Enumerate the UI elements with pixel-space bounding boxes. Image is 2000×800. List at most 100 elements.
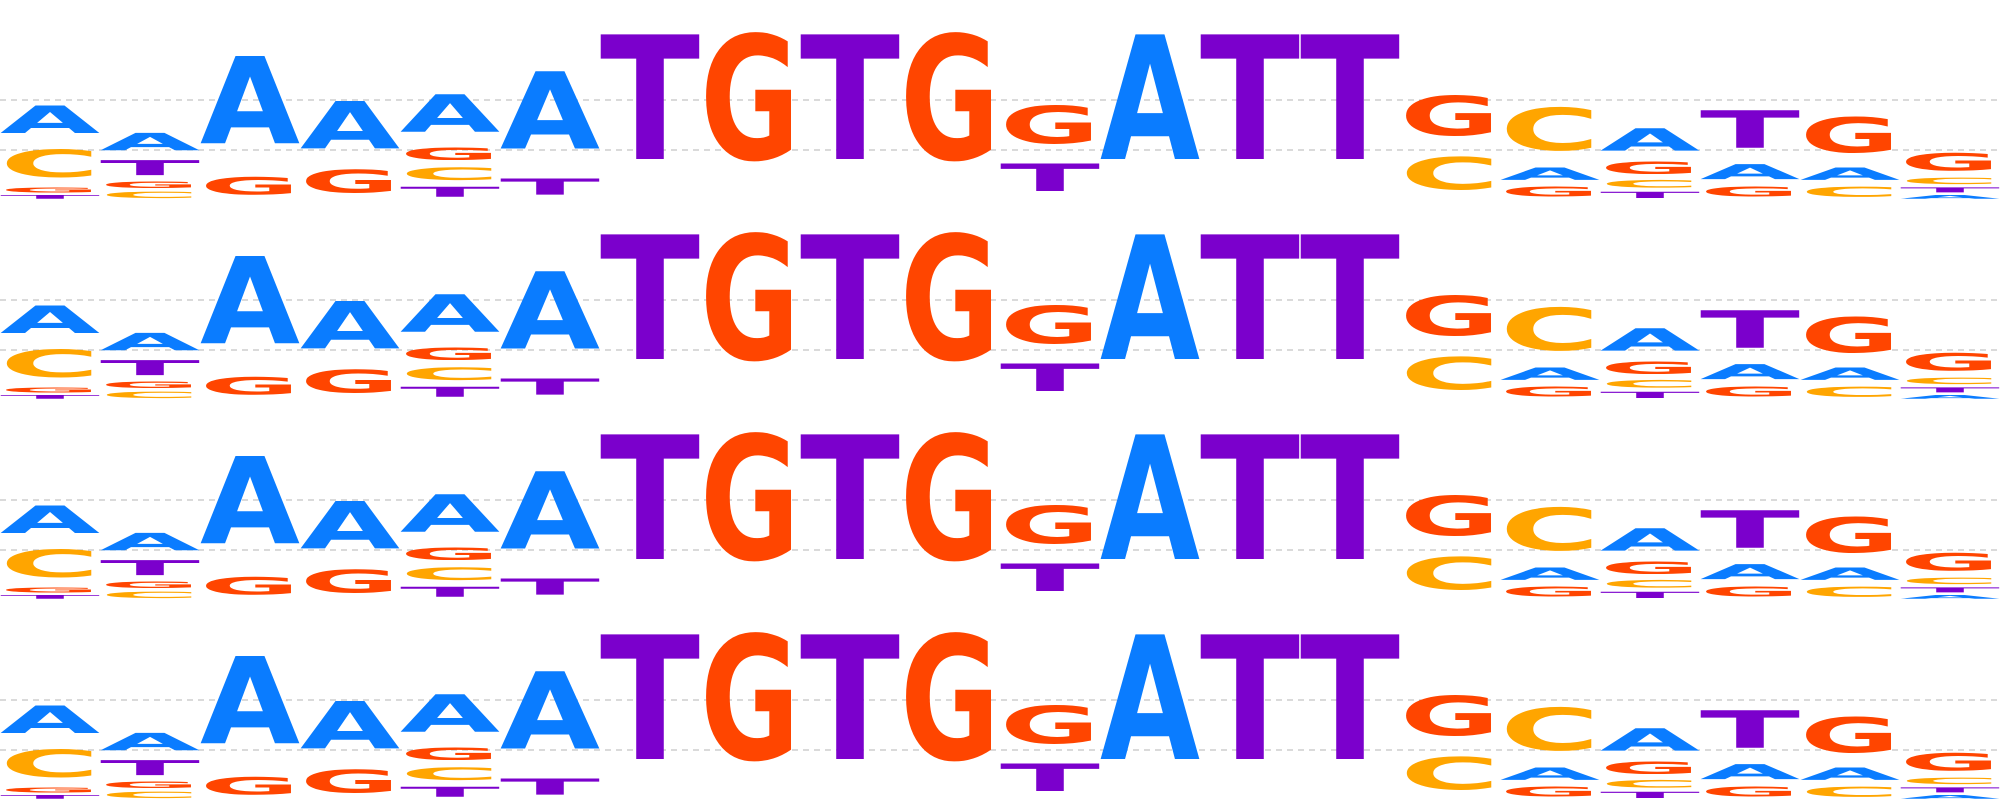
letter-g-pos-5: G	[400, 344, 500, 364]
letter-c-pos-5: C	[400, 364, 500, 384]
letter-t-pos-6: T	[500, 574, 600, 600]
letter-t-pos-2: T	[100, 756, 200, 780]
letter-g-pos-1: G	[0, 786, 100, 794]
letter-a-pos-16: A	[1500, 364, 1600, 384]
letter-g-pos-11: G	[1000, 697, 1100, 757]
letter-c-pos-17: C	[1600, 778, 1700, 790]
letter-a-pos-4: A	[300, 89, 400, 165]
letter-a-pos-16: A	[1500, 764, 1600, 784]
letter-g-pos-11: G	[1000, 97, 1100, 157]
letter-c-pos-15: C	[1400, 748, 1500, 800]
letter-g-pos-19: G	[1800, 308, 1900, 364]
letter-t-pos-7: T	[600, 0, 700, 200]
letter-a-pos-1: A	[0, 499, 100, 542]
letter-g-pos-19: G	[1800, 108, 1900, 164]
letter-g-pos-17: G	[1600, 158, 1700, 178]
letter-a-pos-17: A	[1600, 322, 1700, 358]
letter-g-pos-15: G	[1400, 284, 1500, 348]
letter-t-pos-9: T	[800, 600, 900, 800]
letter-g-pos-2: G	[100, 380, 200, 390]
letter-a-pos-18: A	[1700, 560, 1801, 584]
letter-a-pos-2: A	[100, 328, 200, 356]
letter-g-pos-18: G	[1700, 384, 1800, 400]
letter-g-pos-2: G	[100, 580, 200, 590]
letter-a-pos-6: A	[500, 50, 600, 174]
letter-c-pos-5: C	[400, 164, 500, 184]
letter-c-pos-1: C	[0, 142, 100, 186]
letter-g-pos-15: G	[1400, 484, 1500, 548]
letter-a-pos-3: A	[200, 233, 300, 372]
letter-t-pos-14: T	[1300, 400, 1400, 600]
letter-a-pos-3: A	[200, 633, 300, 772]
letter-g-pos-8: G	[700, 401, 800, 600]
letter-a-pos-4: A	[300, 289, 400, 365]
letter-g-pos-8: G	[700, 1, 800, 200]
letter-t-pos-18: T	[1700, 100, 1800, 160]
letter-t-pos-13: T	[1200, 200, 1300, 400]
letter-c-pos-20: C	[1900, 576, 2000, 586]
letter-c-pos-16: C	[1500, 696, 1600, 764]
letter-a-pos-18: A	[1700, 760, 1801, 784]
letter-t-pos-17: T	[1600, 390, 1700, 400]
letter-g-pos-10: G	[900, 1, 1000, 200]
letter-a-pos-6: A	[500, 650, 600, 774]
letter-t-pos-18: T	[1700, 500, 1800, 560]
letter-g-pos-5: G	[400, 544, 500, 564]
letter-c-pos-19: C	[1800, 184, 1900, 200]
letter-a-pos-12: A	[1100, 400, 1200, 600]
letter-a-pos-4: A	[300, 489, 400, 565]
letter-c-pos-16: C	[1500, 496, 1600, 564]
letter-a-pos-12: A	[1100, 600, 1200, 800]
letter-a-pos-2: A	[100, 528, 200, 556]
letter-g-pos-19: G	[1800, 508, 1900, 564]
letter-a-pos-16: A	[1500, 564, 1600, 584]
letter-a-pos-18: A	[1700, 360, 1801, 384]
letter-t-pos-6: T	[500, 774, 600, 800]
letter-g-pos-11: G	[1000, 297, 1100, 357]
letter-g-pos-8: G	[700, 201, 800, 400]
letter-g-pos-17: G	[1600, 758, 1700, 778]
letter-t-pos-18: T	[1700, 300, 1800, 360]
letter-c-pos-5: C	[400, 764, 500, 784]
letter-g-pos-16: G	[1500, 384, 1600, 400]
letter-g-pos-5: G	[400, 744, 500, 764]
letter-a-pos-18: A	[1700, 160, 1801, 184]
letter-c-pos-20: C	[1900, 376, 2000, 386]
letter-t-pos-20: T	[1900, 586, 2000, 594]
letter-a-pos-20: A	[1900, 394, 2000, 400]
letter-t-pos-7: T	[600, 600, 700, 800]
letter-t-pos-1: T	[0, 394, 100, 400]
letter-c-pos-19: C	[1800, 384, 1900, 400]
letter-g-pos-20: G	[1900, 348, 2000, 376]
letter-a-pos-20: A	[1900, 594, 2000, 600]
letter-t-pos-17: T	[1600, 790, 1700, 800]
letter-g-pos-4: G	[300, 564, 400, 600]
letter-t-pos-11: T	[1000, 757, 1100, 800]
letter-g-pos-3: G	[200, 572, 300, 600]
letter-t-pos-13: T	[1200, 400, 1300, 600]
letter-a-pos-19: A	[1800, 564, 1900, 584]
letter-t-pos-11: T	[1000, 557, 1100, 601]
letter-g-pos-16: G	[1500, 784, 1600, 800]
letter-c-pos-17: C	[1600, 378, 1700, 390]
letter-g-pos-4: G	[300, 164, 400, 200]
letter-a-pos-5: A	[400, 85, 500, 144]
letter-g-pos-18: G	[1700, 184, 1800, 200]
letter-t-pos-20: T	[1900, 186, 2000, 194]
letter-g-pos-2: G	[100, 180, 200, 190]
letter-t-pos-11: T	[1000, 357, 1100, 401]
letter-t-pos-2: T	[100, 556, 200, 580]
letter-a-pos-12: A	[1100, 0, 1200, 200]
letter-g-pos-2: G	[100, 780, 200, 790]
letter-a-pos-16: A	[1500, 164, 1600, 184]
letter-a-pos-5: A	[400, 685, 500, 744]
letter-c-pos-17: C	[1600, 578, 1700, 590]
letter-g-pos-19: G	[1800, 708, 1900, 764]
letter-a-pos-1: A	[0, 699, 100, 742]
letter-g-pos-10: G	[900, 201, 1000, 400]
letter-a-pos-4: A	[300, 689, 400, 765]
letter-g-pos-10: G	[900, 601, 1000, 800]
